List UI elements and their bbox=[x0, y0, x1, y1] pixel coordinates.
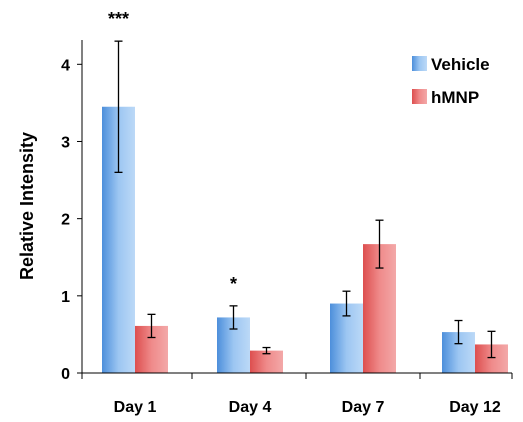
y-tick-label: 4 bbox=[61, 57, 70, 74]
significance-marker: *** bbox=[108, 9, 129, 29]
y-tick-label: 0 bbox=[61, 366, 70, 383]
y-tick-label: 1 bbox=[61, 289, 70, 306]
x-tick-label-day-1: Day 1 bbox=[114, 399, 157, 416]
x-tick-label-day-7: Day 7 bbox=[342, 399, 385, 416]
legend-item-hmnp: hMNP bbox=[412, 88, 479, 107]
x-tick-label-day-12: Day 12 bbox=[449, 399, 501, 416]
legend-label: Vehicle bbox=[431, 55, 490, 74]
legend-label: hMNP bbox=[431, 88, 479, 107]
y-tick-label: 2 bbox=[61, 212, 70, 229]
legend-item-vehicle: Vehicle bbox=[412, 55, 490, 74]
legend-swatch bbox=[412, 56, 427, 71]
legend-swatch bbox=[412, 89, 427, 104]
bars-layer bbox=[102, 107, 508, 373]
x-tick-label-day-4: Day 4 bbox=[229, 399, 272, 416]
y-axis-label: Relative Intensity bbox=[17, 132, 37, 280]
significance-marker: * bbox=[230, 274, 237, 294]
legend: Vehicle hMNP bbox=[412, 55, 490, 107]
y-tick-label: 3 bbox=[61, 134, 70, 151]
